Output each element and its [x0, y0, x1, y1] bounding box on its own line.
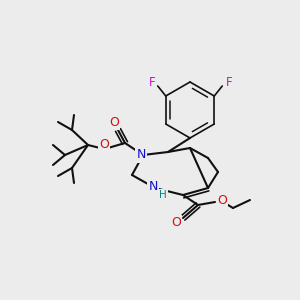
Text: O: O — [171, 217, 181, 230]
Text: O: O — [99, 139, 109, 152]
Text: O: O — [109, 116, 119, 128]
Text: F: F — [148, 76, 155, 88]
Text: N: N — [148, 179, 158, 193]
Text: O: O — [217, 194, 227, 206]
Text: N: N — [136, 148, 146, 161]
Text: F: F — [226, 76, 232, 88]
Text: H: H — [159, 190, 167, 200]
